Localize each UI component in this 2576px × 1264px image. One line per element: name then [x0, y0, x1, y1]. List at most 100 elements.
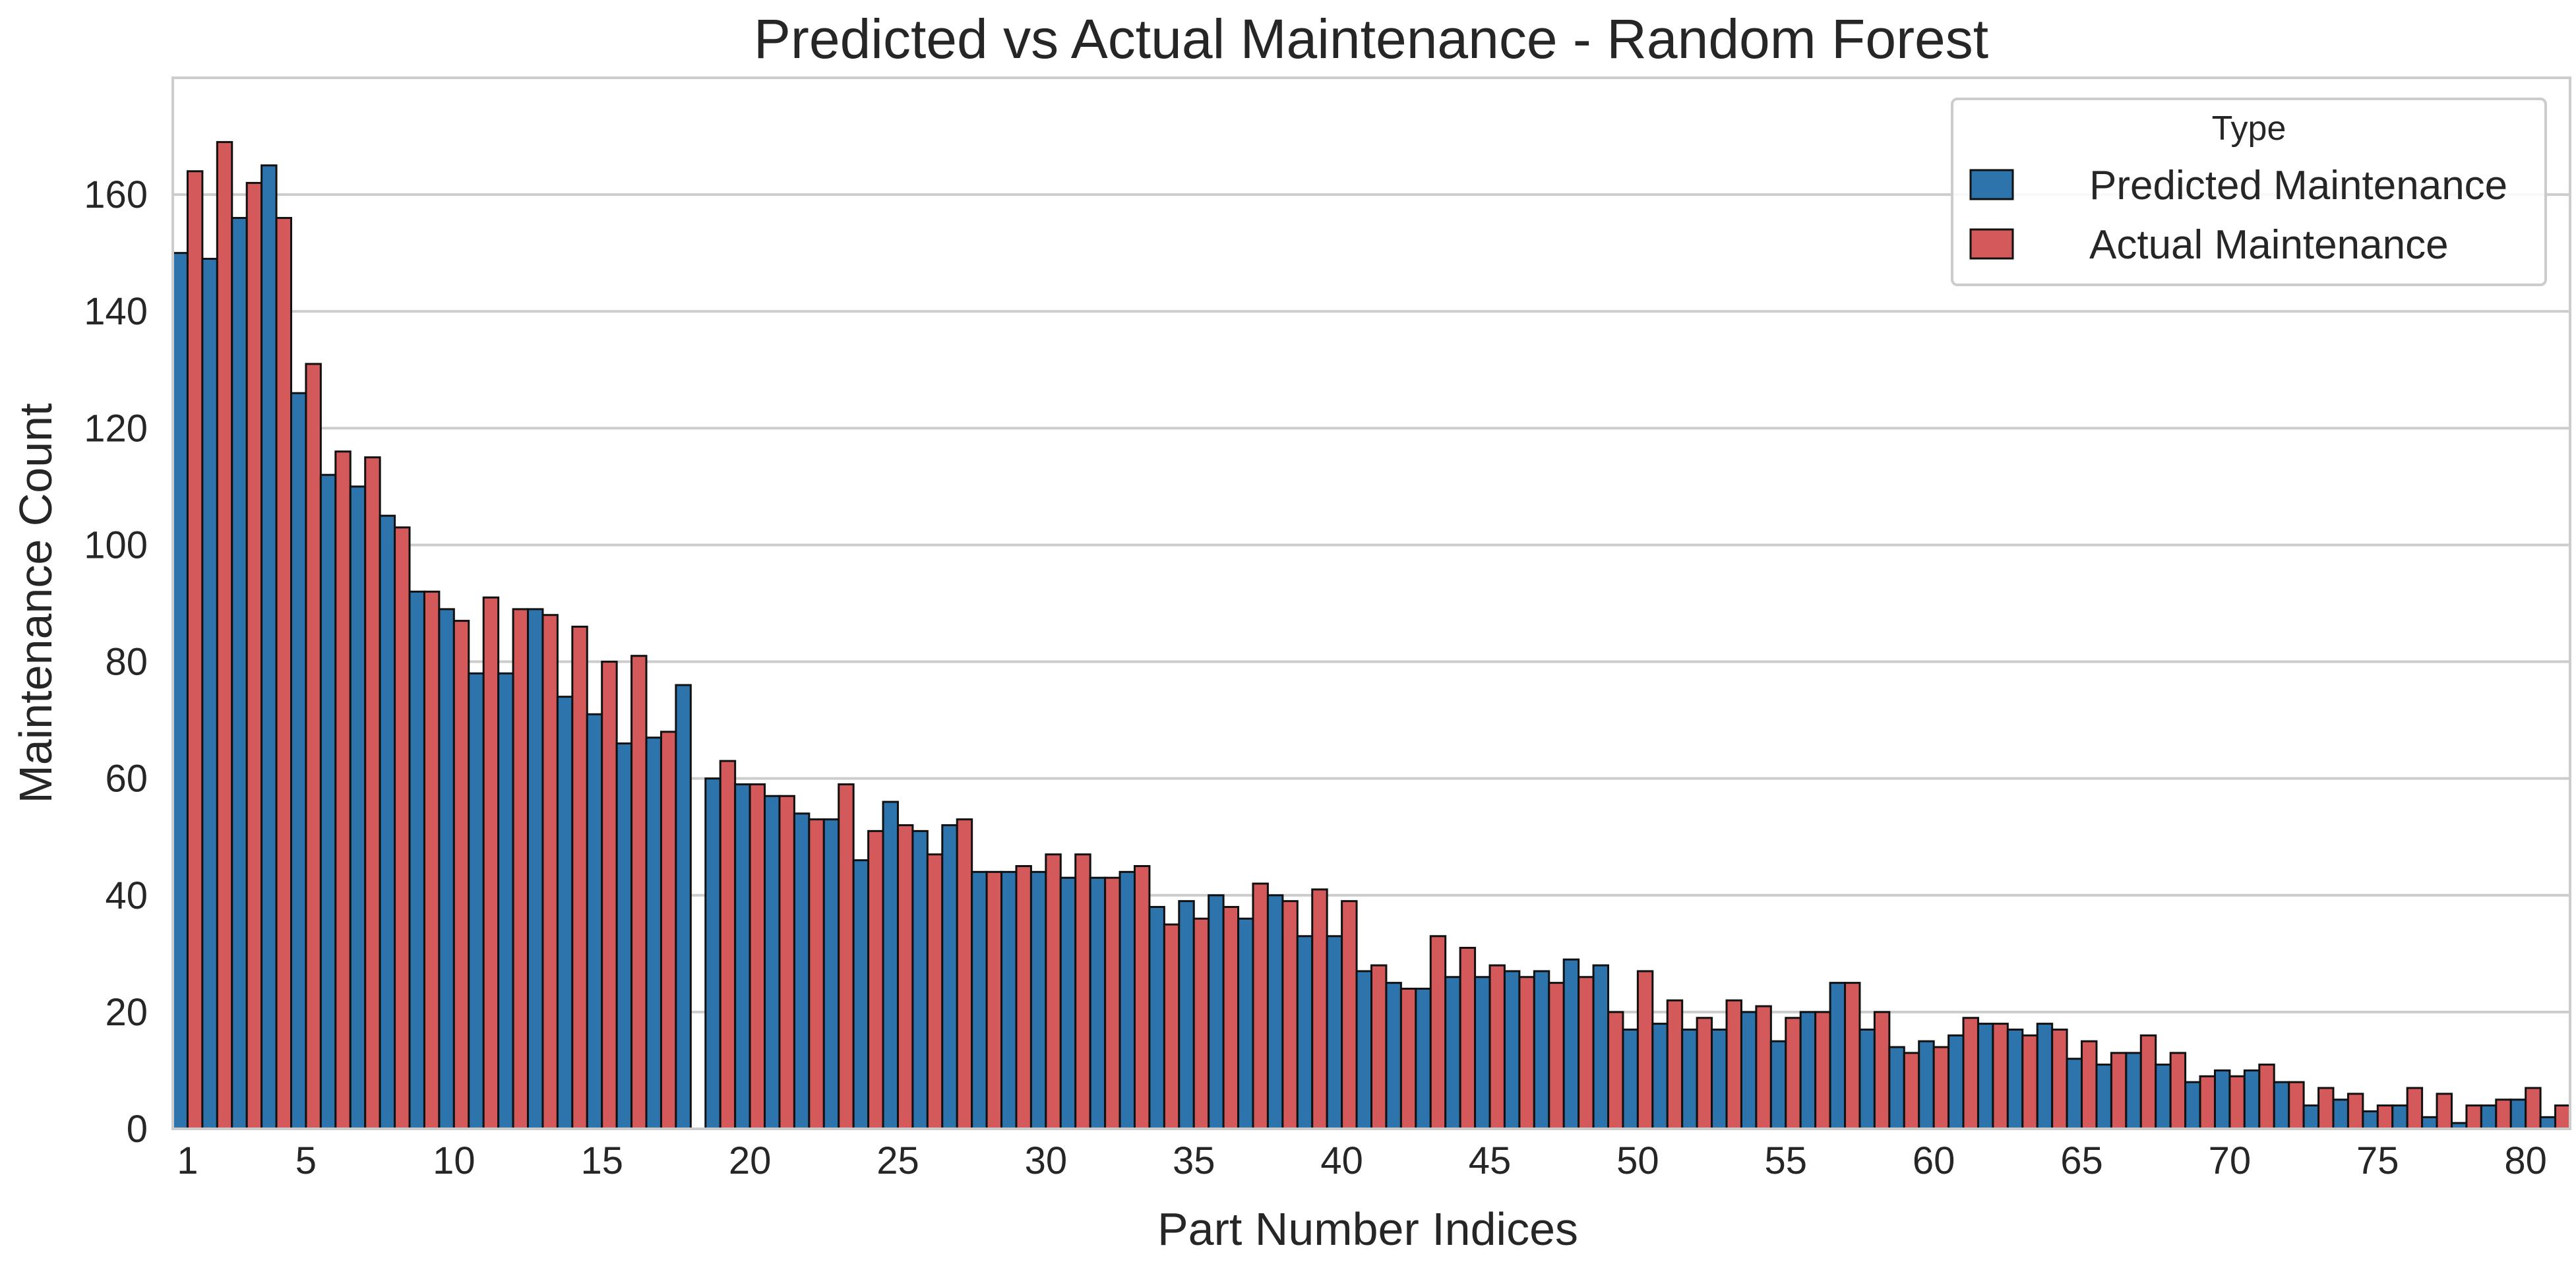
bar-actual-81 [2554, 1104, 2571, 1130]
bar-predicted-45 [1474, 976, 1491, 1130]
bar-actual-78 [2465, 1104, 2482, 1130]
bar-actual-80 [2525, 1087, 2542, 1130]
bar-actual-38 [1281, 900, 1299, 1130]
bar-predicted-12 [497, 672, 514, 1130]
bar-actual-77 [2436, 1093, 2453, 1130]
bar-predicted-65 [2066, 1058, 2083, 1130]
bar-predicted-22 [793, 812, 811, 1130]
x-tick-label: 45 [1469, 1139, 1512, 1182]
bar-actual-6 [334, 450, 352, 1130]
bar-actual-43 [1429, 935, 1447, 1130]
x-tick-label: 20 [729, 1139, 772, 1182]
bar-actual-67 [2139, 1034, 2157, 1130]
bar-predicted-67 [2125, 1052, 2142, 1130]
bar-actual-7 [364, 456, 381, 1130]
x-tick-label: 60 [1913, 1139, 1955, 1182]
bar-actual-35 [1192, 917, 1210, 1130]
bar-actual-63 [2021, 1034, 2039, 1130]
bar-predicted-17 [645, 737, 662, 1130]
bar-actual-73 [2317, 1087, 2335, 1130]
bar-predicted-21 [764, 795, 781, 1130]
bar-actual-28 [985, 870, 1003, 1130]
bar-predicted-70 [2213, 1069, 2231, 1130]
bar-predicted-5 [290, 392, 307, 1130]
bar-actual-46 [1518, 976, 1535, 1130]
bar-predicted-52 [1681, 1028, 1698, 1130]
bar-predicted-8 [379, 514, 396, 1130]
bar-actual-66 [2110, 1052, 2128, 1130]
y-tick-label: 20 [105, 991, 148, 1034]
bar-actual-50 [1636, 970, 1654, 1130]
bar-predicted-14 [556, 696, 574, 1130]
bar-actual-68 [2169, 1052, 2187, 1130]
bar-predicted-63 [2006, 1028, 2024, 1130]
bar-predicted-30 [1029, 870, 1047, 1130]
y-tick-label: 100 [84, 524, 148, 566]
x-tick-label: 75 [2356, 1139, 2399, 1182]
bar-actual-4 [275, 217, 293, 1130]
bar-predicted-76 [2391, 1104, 2408, 1130]
bar-actual-2 [216, 140, 233, 1130]
bar-actual-53 [1725, 999, 1742, 1130]
x-tick-label: 50 [1616, 1139, 1659, 1182]
bar-predicted-32 [1089, 876, 1107, 1130]
bar-predicted-40 [1326, 935, 1343, 1130]
bar-actual-51 [1666, 999, 1684, 1130]
x-tick-label: 15 [580, 1139, 623, 1182]
bar-actual-32 [1104, 876, 1121, 1130]
bar-actual-21 [778, 795, 795, 1130]
legend-title: Type [2212, 109, 2286, 148]
bar-actual-47 [1548, 982, 1565, 1130]
bar-predicted-34 [1148, 905, 1165, 1130]
bar-actual-79 [2495, 1098, 2512, 1130]
bar-actual-39 [1311, 888, 1328, 1130]
legend-swatch-predicted [1969, 169, 2014, 200]
bar-predicted-9 [408, 590, 425, 1130]
bar-predicted-57 [1829, 982, 1847, 1130]
bar-predicted-4 [261, 164, 278, 1130]
bar-actual-75 [2376, 1104, 2394, 1130]
bar-predicted-15 [586, 713, 603, 1130]
bar-actual-33 [1133, 865, 1151, 1130]
x-tick-label: 10 [433, 1139, 475, 1182]
bar-actual-62 [1992, 1023, 2009, 1130]
bar-predicted-48 [1562, 958, 1580, 1130]
bar-actual-76 [2406, 1087, 2424, 1130]
bar-actual-60 [1932, 1046, 1950, 1130]
x-tick-label: 35 [1173, 1139, 1215, 1182]
y-tick-label: 140 [84, 290, 148, 333]
bar-predicted-25 [882, 800, 899, 1130]
bar-predicted-18 [675, 684, 692, 1130]
bar-actual-14 [571, 625, 588, 1130]
bar-predicted-41 [1355, 970, 1373, 1130]
bar-predicted-44 [1444, 976, 1461, 1130]
bar-predicted-28 [971, 870, 988, 1130]
bar-actual-3 [245, 181, 263, 1130]
bar-predicted-36 [1208, 894, 1225, 1130]
y-axis-label: Maintenance Count [10, 403, 61, 803]
bar-predicted-58 [1858, 1028, 1876, 1130]
y-tick-label: 0 [127, 1108, 148, 1151]
legend-label-predicted: Predicted Maintenance [2089, 163, 2507, 208]
bar-predicted-20 [734, 783, 751, 1130]
bar-actual-8 [394, 526, 411, 1130]
bar-actual-70 [2228, 1075, 2246, 1130]
bar-predicted-6 [319, 473, 337, 1130]
x-tick-label: 40 [1320, 1139, 1363, 1182]
bar-predicted-10 [438, 608, 455, 1130]
bar-predicted-3 [231, 217, 248, 1130]
bar-actual-42 [1399, 987, 1417, 1130]
bar-predicted-43 [1415, 987, 1432, 1130]
bar-predicted-68 [2155, 1064, 2172, 1130]
bar-actual-27 [956, 818, 973, 1130]
bar-actual-37 [1252, 882, 1269, 1130]
bar-predicted-38 [1266, 894, 1284, 1130]
bar-actual-1 [186, 170, 204, 1130]
bar-predicted-71 [2243, 1069, 2261, 1130]
bar-actual-45 [1488, 964, 1506, 1130]
bar-actual-11 [482, 596, 500, 1130]
bar-predicted-19 [704, 777, 721, 1130]
y-tick-label: 60 [105, 758, 148, 800]
bar-actual-25 [896, 824, 914, 1130]
